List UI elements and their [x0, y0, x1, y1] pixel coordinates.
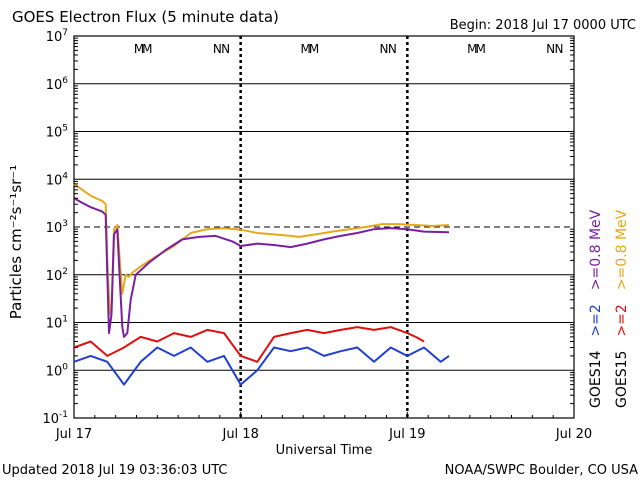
series-line — [73, 183, 450, 316]
legend-column: GOES15 >=2 >=0.8 MeV — [614, 209, 630, 408]
legend-column: GOES14 >=2 >=0.8 MeV — [588, 209, 604, 408]
x-tick-label: Jul 19 — [388, 427, 425, 442]
marker-label: M — [467, 42, 477, 56]
marker-label: N — [555, 42, 564, 56]
footer-credit: NOAA/SWPC Boulder, CO USA — [445, 463, 638, 478]
series-line — [73, 326, 425, 363]
y-tick-label: 107 — [46, 28, 68, 45]
legend-entry: >=0.8 MeV — [588, 209, 604, 290]
marker-label: M — [475, 42, 485, 56]
marker-label: N — [221, 42, 230, 56]
legend-entry: GOES15 — [614, 351, 630, 408]
y-tick-label: 102 — [46, 267, 68, 284]
x-tick-label: Jul 17 — [55, 427, 92, 442]
x-axis-label: Universal Time — [276, 443, 373, 458]
footer-updated: Updated 2018 Jul 19 03:36:03 UTC — [2, 463, 227, 478]
data-series — [73, 183, 450, 386]
marker-label: N — [388, 42, 397, 56]
y-axis-label: Particles cm⁻²s⁻¹sr⁻¹ — [7, 165, 25, 319]
marker-label: N — [546, 42, 555, 56]
legend-entry: >=2 — [588, 304, 604, 336]
marker-label: M — [300, 42, 310, 56]
y-tick-label: 101 — [46, 315, 68, 332]
y-axis-ticks: 107 106 105 104 103 102 101 100 10-1 — [42, 28, 574, 427]
marker-label: M — [142, 42, 152, 56]
series-line — [73, 346, 450, 386]
legend-entry: >=0.8 MeV — [614, 209, 630, 290]
y-tick-label: 105 — [46, 124, 68, 141]
y-tick-label: 106 — [46, 76, 69, 93]
y-tick-label: 100 — [46, 362, 69, 379]
chart-title: GOES Electron Flux (5 minute data) — [12, 8, 279, 26]
x-tick-label: Jul 18 — [221, 427, 258, 442]
eclipse-markers: MM N N MM N N MM N N — [134, 42, 564, 56]
x-tick-label: Jul 20 — [555, 427, 592, 442]
series-line — [73, 197, 450, 338]
y-tick-label: 10-1 — [42, 410, 68, 427]
marker-label: M — [309, 42, 319, 56]
y-tick-label: 103 — [46, 219, 68, 236]
begin-label: Begin: 2018 Jul 17 0000 UTC — [450, 18, 636, 33]
y-tick-label: 104 — [46, 171, 69, 188]
marker-label: N — [380, 42, 389, 56]
legend: GOES14 >=2 >=0.8 MeV GOES15 >=2 >=0.8 MeV — [588, 209, 630, 408]
marker-label: N — [213, 42, 222, 56]
x-axis-ticks: Jul 17 Jul 18 Jul 19 Jul 20 — [55, 412, 592, 442]
grid-lines — [74, 83, 574, 371]
legend-entry: >=2 — [614, 304, 630, 336]
marker-label: M — [134, 42, 144, 56]
legend-entry: GOES14 — [588, 350, 604, 408]
